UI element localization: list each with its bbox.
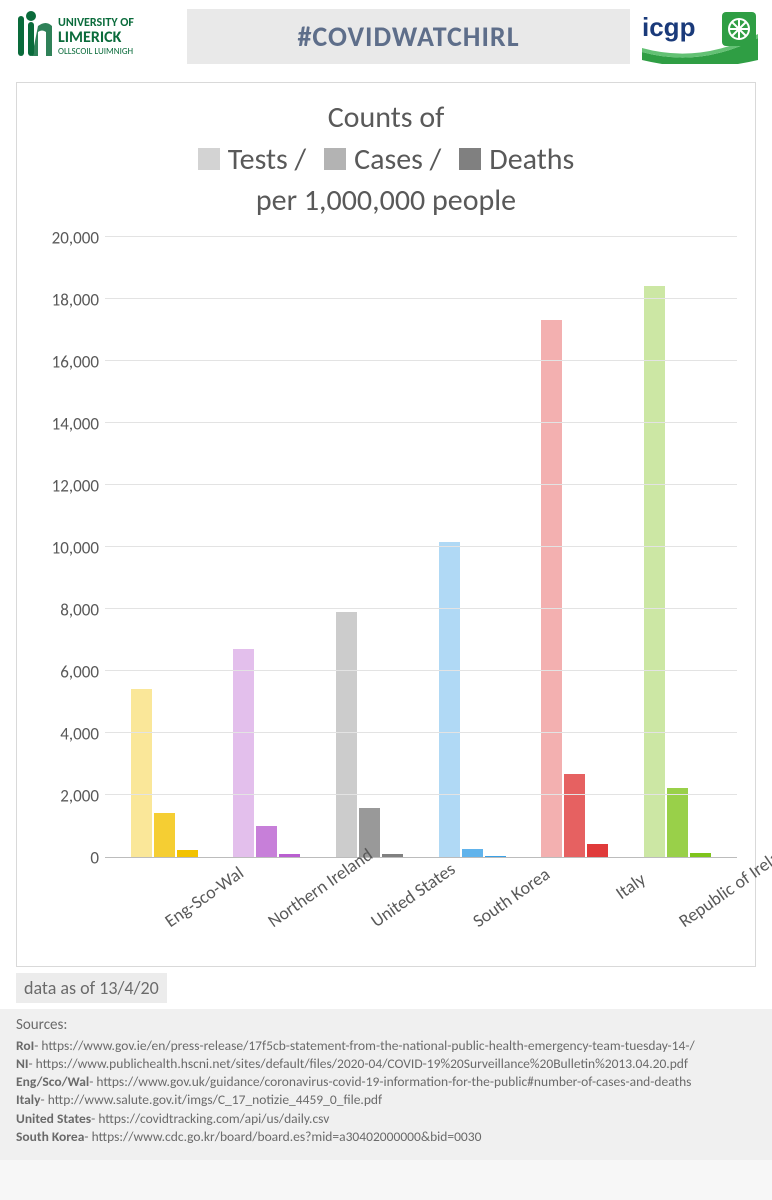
- banner-title: #COVIDWATCHIRL: [187, 9, 630, 64]
- ul-logo: UNIVERSITY OF LIMERICK OLLSCOIL LUIMNIGH: [12, 8, 177, 64]
- sources-list: RoI- https://www.gov.ie/en/press-release…: [16, 1037, 756, 1146]
- bar-tests: [336, 612, 357, 857]
- legend-label: Tests /: [228, 141, 306, 179]
- source-item: RoI- https://www.gov.ie/en/press-release…: [16, 1037, 756, 1055]
- bar-groups: [105, 238, 737, 857]
- gridline: [105, 794, 737, 795]
- legend-item: Deaths: [459, 141, 574, 179]
- source-item: United States- https://covidtracking.com…: [16, 1110, 756, 1128]
- bar-deaths: [279, 854, 300, 856]
- source-item: Eng/Sco/Wal- https://www.gov.uk/guidance…: [16, 1073, 756, 1091]
- gridline: [105, 546, 737, 547]
- gridline: [105, 484, 737, 485]
- gridline: [105, 422, 737, 423]
- bar-group: [432, 542, 512, 857]
- icgp-text: icgp: [642, 12, 695, 42]
- sources-header: Sources:: [16, 1015, 756, 1035]
- bar-cases: [256, 826, 277, 857]
- y-tick-label: 14,000: [39, 413, 99, 434]
- x-axis-labels: Eng-Sco-WalNorthern IrelandUnited States…: [105, 862, 737, 884]
- gridline: [105, 360, 737, 361]
- bar-deaths: [485, 856, 506, 857]
- bar-tests: [233, 649, 254, 857]
- legend-swatch: [324, 148, 346, 170]
- chart-title-line2: per 1,000,000 people: [35, 182, 737, 220]
- page: UNIVERSITY OF LIMERICK OLLSCOIL LUIMNIGH…: [0, 0, 772, 1160]
- y-tick-label: 4,000: [39, 723, 99, 744]
- bar-cases: [154, 813, 175, 856]
- bar-tests: [644, 286, 665, 856]
- gridline: [105, 608, 737, 609]
- chart-title-line1: Counts of: [35, 99, 737, 137]
- bar-group: [330, 612, 410, 857]
- legend-label: Cases /: [354, 141, 441, 179]
- y-tick-label: 18,000: [39, 289, 99, 310]
- bar-tests: [131, 689, 152, 856]
- chart-legend: Tests / Cases / Deaths: [35, 141, 737, 179]
- y-tick-label: 2,000: [39, 785, 99, 806]
- plot: [105, 238, 737, 858]
- bar-cases: [564, 774, 585, 856]
- source-key: Italy: [16, 1091, 41, 1108]
- legend-swatch: [459, 148, 481, 170]
- chart-card: Counts of Tests / Cases / Deaths per 1,000…: [16, 82, 756, 967]
- bar-deaths: [587, 844, 608, 856]
- y-axis: 02,0004,0006,0008,00010,00012,00014,0001…: [35, 238, 105, 858]
- bar-tests: [439, 542, 460, 857]
- bar-cases: [667, 788, 688, 856]
- legend-label: Deaths: [489, 141, 574, 179]
- chart-title: Counts of Tests / Cases / Deaths per 1,000…: [35, 99, 737, 220]
- x-label: South Korea: [469, 868, 547, 932]
- bar-group: [124, 689, 204, 856]
- gridline: [105, 298, 737, 299]
- source-key: RoI: [16, 1037, 34, 1054]
- source-item: South Korea- https://www.cdc.go.kr/board…: [16, 1128, 756, 1146]
- source-key: Eng/Sco/Wal: [16, 1073, 89, 1090]
- y-tick-label: 20,000: [39, 227, 99, 248]
- y-tick-label: 8,000: [39, 599, 99, 620]
- x-label: Italy: [571, 868, 649, 932]
- gridline: [105, 236, 737, 237]
- bar-deaths: [177, 850, 198, 856]
- y-tick-label: 6,000: [39, 661, 99, 682]
- gridline: [105, 670, 737, 671]
- chart-area: 0 2,000 4,000 6,000 8,000 10,000 12,000 14,000 1…: [35, 238, 737, 958]
- x-label: United States: [366, 868, 444, 932]
- bar-group: [535, 320, 615, 856]
- y-tick-label: 16,000: [39, 351, 99, 372]
- legend-swatch: [198, 148, 220, 170]
- bar-tests: [541, 320, 562, 856]
- bar-cases: [462, 849, 483, 857]
- bar-group: [638, 286, 718, 856]
- y-tick-label: 0: [39, 847, 99, 868]
- bar-deaths: [690, 853, 711, 856]
- ul-logo-line3: OLLSCOIL LUIMNIGH: [58, 46, 133, 57]
- source-key: United States: [16, 1110, 91, 1127]
- icgp-logo: icgp: [640, 8, 760, 64]
- legend-item: Tests /: [198, 141, 306, 179]
- sources: Sources: RoI- https://www.gov.ie/en/pres…: [0, 1009, 772, 1161]
- source-item: NI- https://www.publichealth.hscni.net/s…: [16, 1055, 756, 1073]
- y-tick-label: 12,000: [39, 475, 99, 496]
- x-label: Northern Ireland: [263, 868, 341, 932]
- source-key: South Korea: [16, 1128, 84, 1145]
- x-label: Republic of Ireland: [674, 868, 752, 932]
- bar-group: [227, 649, 307, 857]
- legend-item: Cases /: [324, 141, 441, 179]
- gridline: [105, 732, 737, 733]
- x-label: Eng-Sco-Wal: [161, 868, 239, 932]
- ul-logo-line2: LIMERICK: [58, 28, 122, 47]
- header: UNIVERSITY OF LIMERICK OLLSCOIL LUIMNIGH…: [0, 0, 772, 72]
- date-note: data as of 13/4/20: [16, 973, 167, 1003]
- y-tick-label: 10,000: [39, 537, 99, 558]
- source-key: NI: [16, 1055, 29, 1072]
- bar-deaths: [382, 854, 403, 856]
- source-item: Italy- http://www.salute.gov.it/imgs/C_1…: [16, 1091, 756, 1109]
